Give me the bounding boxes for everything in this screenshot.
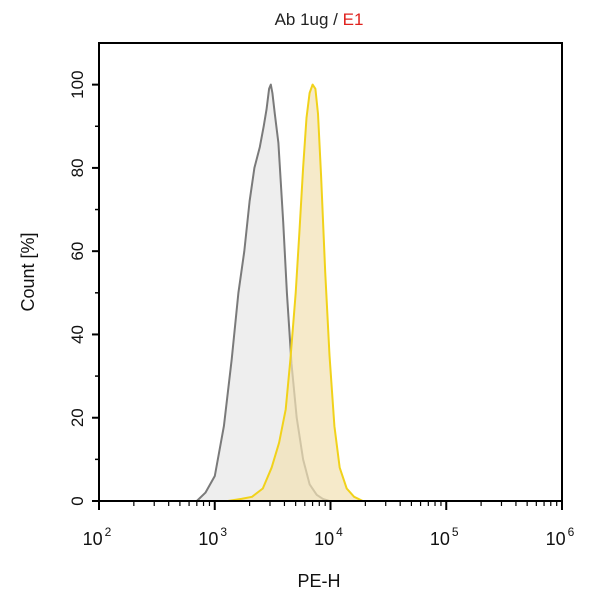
y-tick-label: 40 — [68, 325, 87, 344]
x-tick-label: 10 5 — [430, 525, 459, 549]
x-tick-label: 10 2 — [83, 525, 112, 549]
x-axis-label: PE-H — [297, 571, 340, 591]
series-1-area — [196, 84, 330, 501]
y-tick-label: 60 — [68, 242, 87, 261]
y-tick-label: 0 — [68, 496, 87, 505]
title-part-ab: Ab 1ug — [275, 10, 329, 29]
x-tick-label: 10 6 — [546, 525, 575, 549]
y-tick-label: 20 — [68, 408, 87, 427]
y-axis-label: Count [%] — [18, 232, 38, 311]
series-2-area — [227, 84, 363, 501]
x-axis: 10 2 10 3 10 4 10 5 10 6 — [83, 501, 575, 549]
y-tick-label: 80 — [68, 158, 87, 177]
chart-title: Ab 1ug / E1 — [275, 10, 364, 29]
x-tick-label: 10 3 — [198, 525, 227, 549]
title-part-e1: E1 — [343, 10, 364, 29]
series-layer — [196, 83, 364, 502]
y-tick-label: 100 — [68, 70, 87, 98]
x-tick-label: 10 4 — [314, 525, 343, 549]
series-2-line — [227, 83, 364, 502]
y-axis: 0 20 40 60 80 100 — [68, 70, 99, 506]
title-part-separator: / — [328, 10, 342, 29]
